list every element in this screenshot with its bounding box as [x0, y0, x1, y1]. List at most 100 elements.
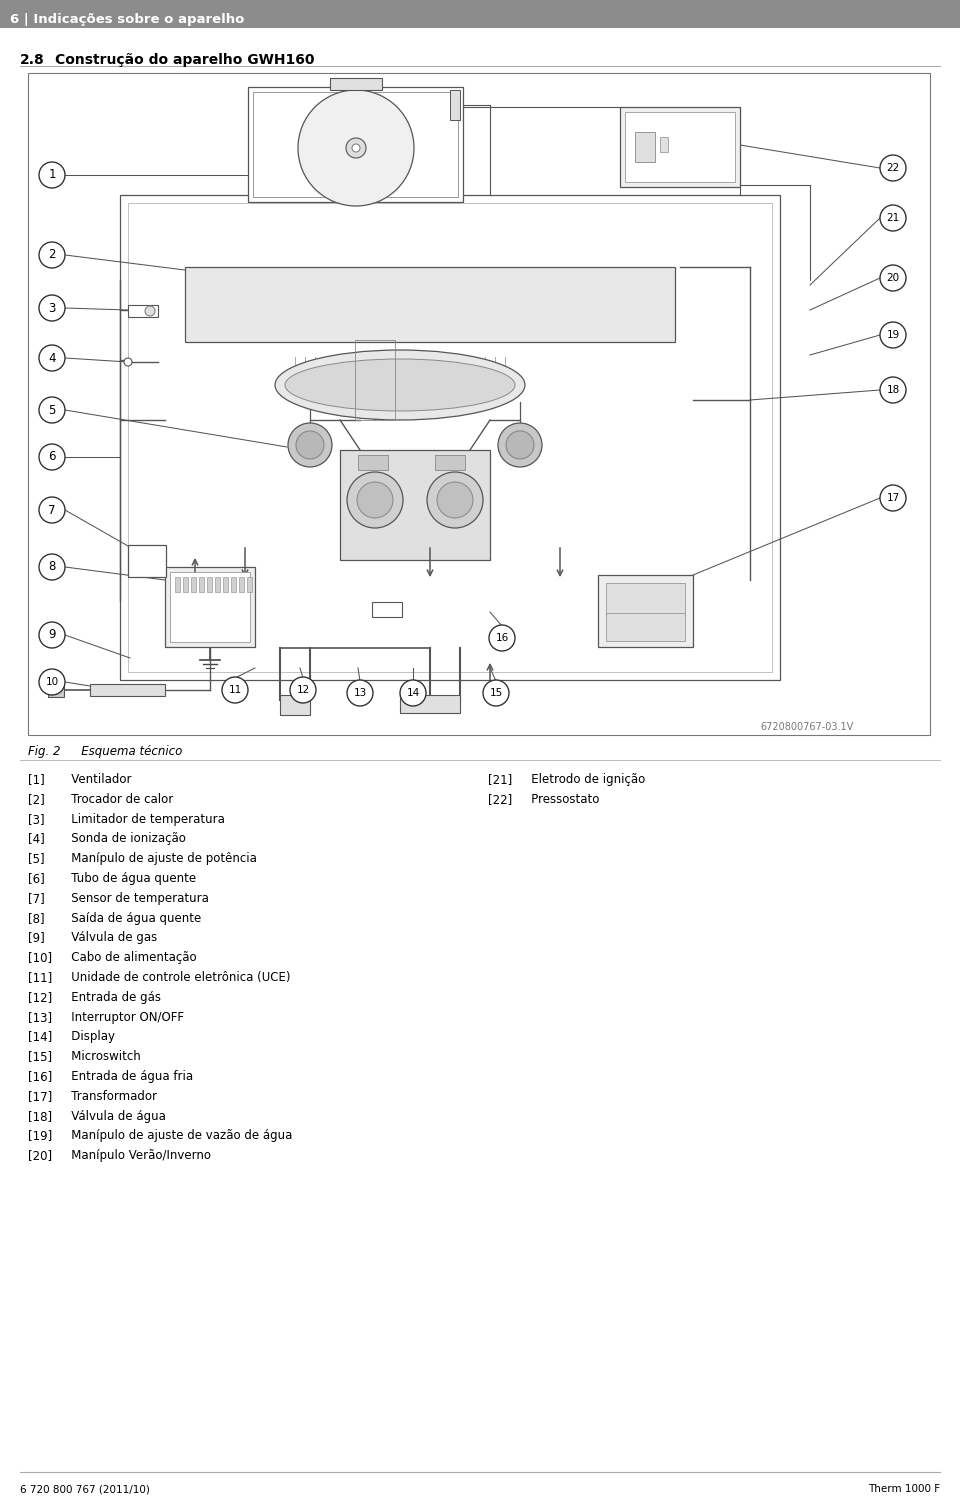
Text: 3: 3: [48, 302, 56, 314]
Circle shape: [880, 264, 906, 291]
Text: [4]: [4]: [28, 832, 45, 846]
Text: 4: 4: [48, 351, 56, 365]
Circle shape: [145, 306, 155, 315]
Circle shape: [437, 482, 473, 518]
Bar: [660, 137, 668, 152]
Circle shape: [39, 622, 65, 647]
Text: Construção do aparelho GWH160: Construção do aparelho GWH160: [55, 53, 315, 68]
Text: [1]: [1]: [28, 774, 45, 786]
Text: 6720800767-03.1V: 6720800767-03.1V: [760, 722, 853, 731]
Bar: [191, 577, 196, 592]
Circle shape: [357, 482, 393, 518]
Bar: [120, 195, 780, 680]
Text: 2: 2: [48, 248, 56, 261]
Ellipse shape: [275, 350, 525, 421]
Text: 21: 21: [886, 213, 900, 222]
Bar: [128, 203, 772, 671]
Bar: [170, 572, 250, 641]
Text: 8: 8: [48, 560, 56, 574]
Bar: [207, 577, 212, 592]
Text: 16: 16: [495, 632, 509, 643]
Circle shape: [346, 138, 366, 158]
Bar: [175, 577, 180, 592]
Bar: [635, 132, 655, 162]
Text: [15]: [15]: [28, 1050, 52, 1063]
Text: 18: 18: [886, 385, 900, 395]
Circle shape: [483, 680, 509, 706]
Bar: [165, 566, 255, 647]
Circle shape: [39, 294, 65, 321]
Bar: [223, 577, 228, 592]
Text: Esquema técnico: Esquema técnico: [70, 745, 182, 759]
Text: Trocador de calor: Trocador de calor: [60, 793, 173, 805]
Circle shape: [124, 357, 132, 366]
Text: [13]: [13]: [28, 1011, 52, 1023]
Circle shape: [39, 445, 65, 470]
Text: 22: 22: [886, 164, 900, 173]
Circle shape: [352, 144, 360, 152]
Text: Eletrodo de ignição: Eletrodo de ignição: [520, 774, 645, 786]
Circle shape: [506, 431, 534, 460]
Text: Ventilador: Ventilador: [60, 774, 132, 786]
Circle shape: [347, 472, 403, 529]
Circle shape: [39, 242, 65, 267]
Bar: [435, 455, 465, 470]
Circle shape: [296, 431, 324, 460]
Bar: [358, 455, 388, 470]
Bar: [400, 695, 460, 713]
Bar: [239, 577, 244, 592]
Bar: [355, 339, 395, 421]
Text: 20: 20: [886, 273, 900, 282]
Bar: [90, 683, 165, 695]
Circle shape: [288, 424, 332, 467]
Bar: [253, 92, 458, 197]
Text: 5: 5: [48, 404, 56, 416]
Bar: [625, 113, 735, 182]
Text: Display: Display: [60, 1030, 115, 1044]
Text: [12]: [12]: [28, 991, 52, 1003]
Circle shape: [39, 397, 65, 424]
Bar: [450, 90, 460, 120]
Text: 19: 19: [886, 330, 900, 339]
Bar: [247, 577, 252, 592]
Text: Unidade de controle eletrônica (UCE): Unidade de controle eletrônica (UCE): [60, 970, 291, 984]
Circle shape: [347, 680, 373, 706]
Text: Pressostato: Pressostato: [520, 793, 599, 805]
Text: [9]: [9]: [28, 931, 45, 945]
Bar: [606, 613, 685, 641]
Text: 15: 15: [490, 688, 503, 698]
Circle shape: [427, 472, 483, 529]
Text: Saída de água quente: Saída de água quente: [60, 912, 202, 925]
Text: Manípulo Verão/Inverno: Manípulo Verão/Inverno: [60, 1149, 211, 1163]
Bar: [128, 305, 158, 317]
Circle shape: [298, 90, 414, 206]
Bar: [185, 267, 675, 342]
Bar: [128, 545, 166, 577]
Circle shape: [880, 155, 906, 182]
Text: Sonda de ionização: Sonda de ionização: [60, 832, 186, 846]
Text: 17: 17: [886, 493, 900, 503]
Text: [20]: [20]: [28, 1149, 52, 1163]
Text: Transformador: Transformador: [60, 1090, 157, 1102]
Text: 7: 7: [48, 503, 56, 517]
Circle shape: [880, 204, 906, 231]
Text: Entrada de água fria: Entrada de água fria: [60, 1069, 193, 1083]
Circle shape: [880, 321, 906, 348]
Text: [2]: [2]: [28, 793, 45, 805]
Circle shape: [489, 625, 515, 650]
Text: Interruptor ON/OFF: Interruptor ON/OFF: [60, 1011, 184, 1023]
Text: Manípulo de ajuste de potência: Manípulo de ajuste de potência: [60, 852, 257, 865]
Text: 8.8: 8.8: [381, 604, 393, 613]
Text: [21]: [21]: [488, 774, 513, 786]
Circle shape: [39, 668, 65, 695]
Text: 2.8: 2.8: [20, 53, 45, 68]
Text: Sensor de temperatura: Sensor de temperatura: [60, 892, 209, 904]
Text: 6 | Indicações sobre o aparelho: 6 | Indicações sobre o aparelho: [10, 12, 245, 26]
Text: Therm 1000 F: Therm 1000 F: [868, 1484, 940, 1494]
Text: 10: 10: [45, 677, 59, 686]
Circle shape: [498, 424, 542, 467]
Text: Fig. 2: Fig. 2: [28, 745, 60, 759]
Text: [11]: [11]: [28, 970, 52, 984]
Bar: [606, 583, 685, 614]
Text: Válvula de gas: Válvula de gas: [60, 931, 157, 945]
